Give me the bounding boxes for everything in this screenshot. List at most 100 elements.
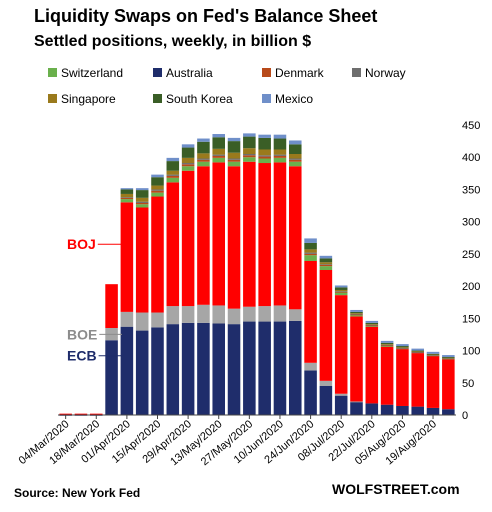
bar-segment-south-korea <box>334 287 348 290</box>
bar-segment-south-korea <box>227 141 241 153</box>
bar-segment-denmark <box>151 190 164 193</box>
bar-segment-mexico <box>212 134 225 138</box>
bar-segment-south-korea <box>426 353 440 355</box>
bar-segment-singapore <box>288 154 302 159</box>
bar-segment-boj <box>380 346 394 405</box>
bar-segment-boe <box>120 311 134 327</box>
bar-segment-south-korea <box>350 311 363 314</box>
bar-segment-ecb <box>212 323 225 415</box>
bar-segment-south-korea <box>365 322 379 325</box>
bar-segment-ecb <box>350 402 363 415</box>
bar-segment-switzerland <box>319 266 333 270</box>
bar-segment-norway <box>258 155 271 157</box>
legend-label-south-korea: South Korea <box>166 92 233 106</box>
bar-segment-boj <box>396 349 409 406</box>
bar-segment-boe <box>151 312 164 328</box>
bar-segment-boe <box>181 306 195 323</box>
bar-segment-denmark <box>120 197 134 200</box>
bar-segment-switzerland <box>135 204 149 208</box>
bar-segment-south-korea <box>380 342 394 345</box>
y-axis: 0 50 100 150 200 250 300 350 400 450 <box>462 120 480 422</box>
bar-segment-switzerland <box>304 255 317 261</box>
bar-segment-boj <box>334 295 348 394</box>
chart-title: Liquidity Swaps on Fed's Balance Sheet <box>34 6 378 26</box>
bar-segment-denmark <box>350 314 363 316</box>
legend-swatch-singapore <box>48 94 57 103</box>
bar-segment-mexico <box>334 285 348 288</box>
bar-segment-mexico <box>288 140 302 145</box>
bar-segment-denmark <box>166 175 180 178</box>
bar-segment-mexico <box>181 144 195 148</box>
bar-segment-ecb <box>227 324 241 415</box>
bar-segment-denmark <box>304 253 317 256</box>
bar-segment-norway <box>426 355 440 356</box>
bar-segment-singapore <box>411 351 424 352</box>
bar-segment-south-korea <box>151 177 164 186</box>
bar-segment-boe <box>319 380 333 386</box>
bar-segment-switzerland <box>273 157 287 163</box>
bar-segment-south-korea <box>273 138 287 150</box>
bar-segment-switzerland <box>350 315 363 317</box>
bars <box>59 133 455 416</box>
bar-segment-ecb <box>442 409 455 415</box>
bar-segment-singapore <box>212 148 225 155</box>
bar-segment-singapore <box>243 148 256 154</box>
bar-segment-denmark <box>273 155 287 158</box>
bar-segment-norway <box>243 154 256 156</box>
bar-segment-boj <box>258 163 271 307</box>
bar-segment-ecb <box>411 406 424 415</box>
bar-segment-ecb <box>380 404 394 415</box>
bar-segment-mexico <box>350 309 363 312</box>
bar-segment-ecb <box>197 322 210 415</box>
bar-segment-boe <box>135 312 149 331</box>
bar-segment-boj <box>166 182 180 307</box>
bar-segment-singapore <box>227 152 241 159</box>
legend-swatch-south-korea <box>153 94 162 103</box>
bar-segment-ecb <box>273 321 287 415</box>
bar-segment-ecb <box>304 370 317 415</box>
bar-segment-ecb <box>288 320 302 415</box>
bar-segment-mexico <box>243 133 256 137</box>
bar-segment-ecb <box>396 405 409 415</box>
bar-segment-norway <box>288 158 302 160</box>
legend-label-australia: Australia <box>166 66 213 80</box>
bar-segment-south-korea <box>135 190 149 198</box>
bar-segment-boj <box>273 162 287 306</box>
bar-segment-mexico <box>120 188 134 190</box>
bar-segment-mexico <box>319 255 333 259</box>
bar-segment-ecb <box>135 330 149 415</box>
bar-segment-mexico <box>273 134 287 139</box>
bar-segment-denmark <box>258 156 271 159</box>
bar-segment-singapore <box>120 193 134 198</box>
bar-segment-singapore <box>380 344 394 345</box>
y-tick-label: 350 <box>462 184 480 196</box>
bar-segment-switzerland <box>212 157 225 163</box>
bar-segment-south-korea <box>212 137 225 149</box>
bar-segment-norway <box>319 264 333 265</box>
bar-segment-denmark <box>426 355 440 357</box>
bar-segment-norway <box>197 158 210 160</box>
bar-segment-denmark <box>181 164 195 167</box>
bar-segment-boe <box>304 362 317 371</box>
bar-segment-boj <box>442 359 455 410</box>
bar-segment-norway <box>442 358 455 360</box>
legend-swatch-mexico <box>262 94 271 103</box>
bar-segment-south-korea <box>166 161 180 171</box>
bar-segment-switzerland <box>258 158 271 164</box>
annotation-boj: BOJ <box>67 236 96 252</box>
bar-segment-denmark <box>135 202 149 205</box>
bar-segment-switzerland <box>365 326 379 327</box>
bar-segment-boj <box>227 166 241 309</box>
bar-segment-denmark <box>227 159 241 162</box>
bar-segment-norway <box>396 347 409 349</box>
bar-segment-ecb <box>426 407 440 415</box>
bar-segment-singapore <box>319 262 333 265</box>
bar-segment-singapore <box>258 149 271 156</box>
bar-segment-south-korea <box>396 346 409 348</box>
bar-segment-mexico <box>151 174 164 178</box>
bar-segment-south-korea <box>319 258 333 263</box>
bar-segment-singapore <box>334 289 348 292</box>
bar-segment-boj <box>105 284 118 328</box>
bar-segment-boe <box>227 308 241 325</box>
bar-segment-switzerland <box>181 166 195 171</box>
